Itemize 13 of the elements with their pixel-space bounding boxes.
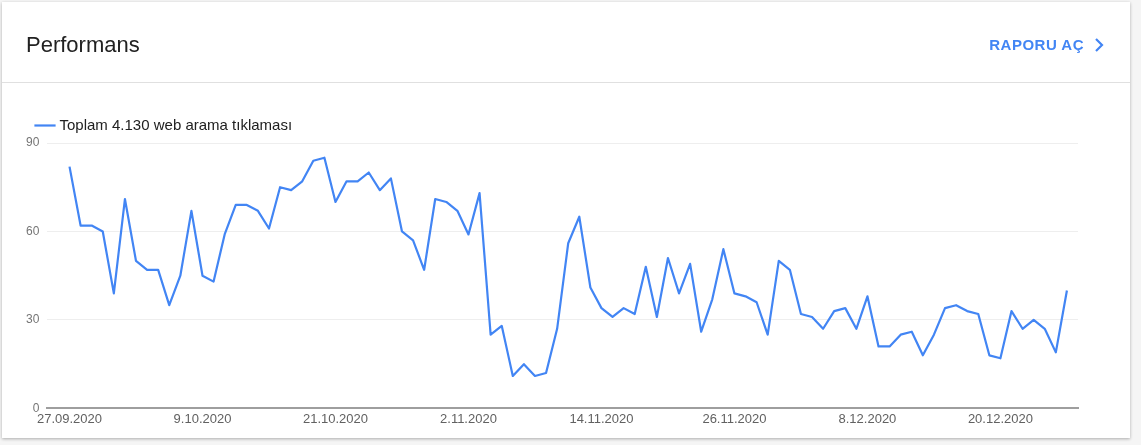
y-tick-label: 30 xyxy=(25,312,40,327)
x-tick-label: 8.12.2020 xyxy=(838,410,897,426)
legend-label: Toplam 4.130 web arama tıklaması xyxy=(59,115,293,133)
y-tick-label: 90 xyxy=(25,135,40,150)
text: RAPORU AÇ xyxy=(989,36,1084,53)
x-tick-label: 21.10.2020 xyxy=(302,410,369,426)
x-tick-label: 9.10.2020 xyxy=(173,410,232,426)
x-tick-label: 20.12.2020 xyxy=(967,410,1033,426)
x-tick-label: 14.11.2020 xyxy=(569,410,634,426)
x-tick-label: 26.11.2020 xyxy=(702,410,767,426)
chart-title: Performans xyxy=(26,32,140,58)
x-tick-label: 2.11.2020 xyxy=(440,410,497,426)
y-tick-label: 60 xyxy=(25,223,40,238)
